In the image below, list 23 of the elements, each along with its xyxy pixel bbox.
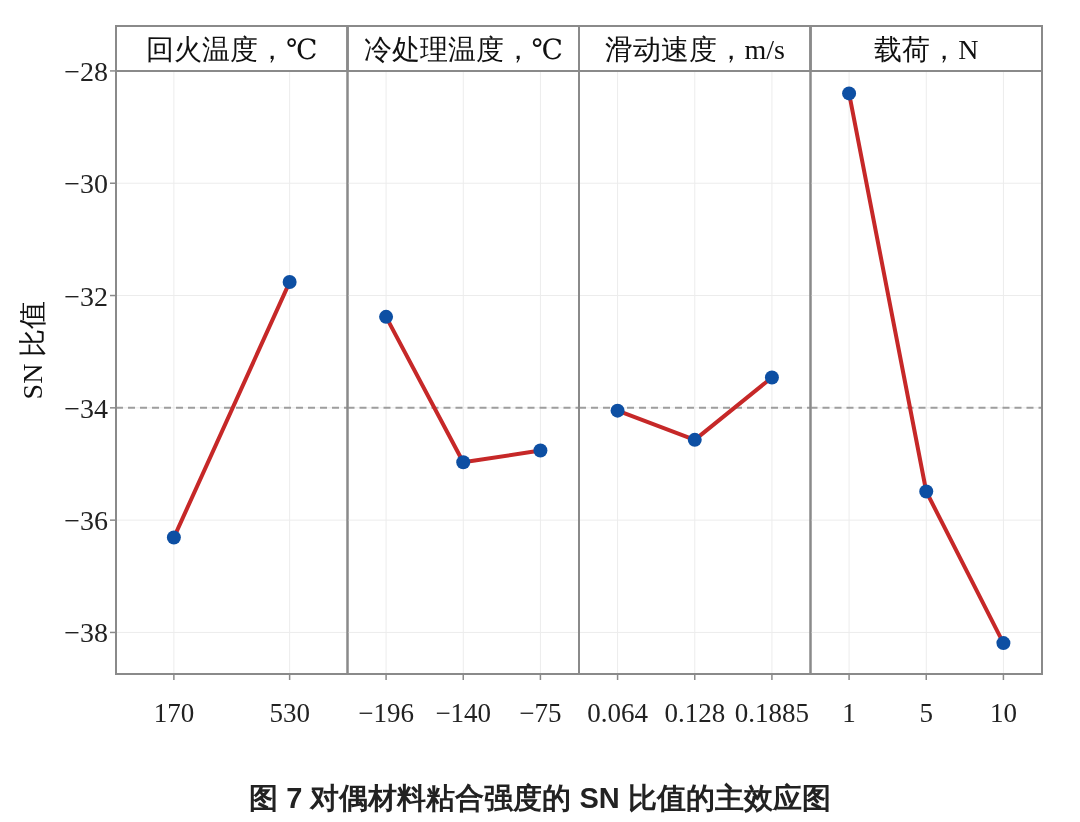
x-tick-label: 0.064	[587, 698, 649, 728]
x-tick-label: 0.128	[664, 698, 726, 728]
x-tick-label: 5	[919, 698, 933, 728]
x-tick-label: 530	[269, 698, 310, 728]
x-tick-label: 10	[989, 698, 1017, 728]
x-tick-label: −140	[435, 698, 492, 728]
y-tick-label: −32	[64, 280, 108, 312]
x-tick-label: −75	[519, 698, 562, 728]
y-axis-title: SN 比值	[17, 300, 48, 400]
caption: 图 7 对偶材料粘合强度的 SN 比值的主效应图	[249, 782, 831, 814]
y-tick-label: −28	[64, 55, 108, 87]
x-tick-label: 170	[153, 698, 195, 728]
y-tick-label: −34	[64, 392, 108, 424]
chart-title: 回火温度，℃	[146, 33, 318, 65]
y-tick-label: −38	[64, 617, 108, 649]
x-tick-label: −196	[358, 698, 414, 728]
y-tick-label: −30	[64, 168, 108, 200]
chart-title: 载荷，N	[874, 33, 979, 65]
x-tick-label: 0.1885	[734, 698, 810, 728]
chart-title: 滑动速度，m/s	[604, 33, 785, 65]
x-tick-label: 1	[842, 698, 856, 728]
chart-title: 冷处理温度，℃	[363, 33, 563, 65]
y-tick-label: −36	[64, 505, 108, 537]
